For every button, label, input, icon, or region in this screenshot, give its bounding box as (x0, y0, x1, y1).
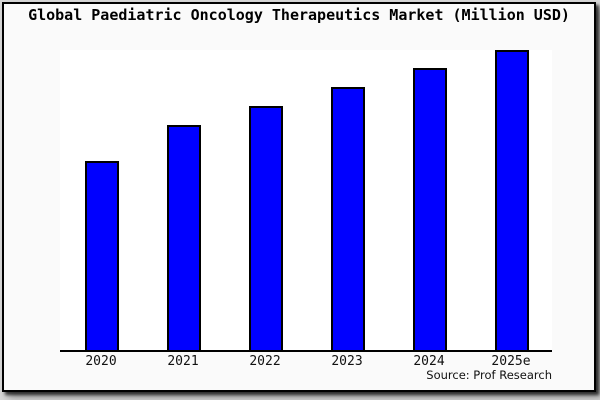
plot-area (60, 50, 552, 352)
x-tick-label-2025e: 2025e (491, 354, 531, 369)
bar-2021 (166, 125, 201, 350)
source-credit: Source: Prof Research (426, 368, 552, 382)
x-tick-label-2021: 2021 (167, 354, 199, 369)
x-tick-label-2022: 2022 (249, 354, 281, 369)
x-tick-label-2020: 2020 (85, 354, 117, 369)
x-axis-labels: 2020 2021 2022 2023 2024 2025e (60, 354, 552, 369)
chart-frame: Global Paediatric Oncology Therapeutics … (2, 2, 596, 392)
bar-2024 (412, 68, 447, 350)
x-tick-label-2023: 2023 (331, 354, 363, 369)
bar-2023 (330, 87, 365, 350)
chart-title: Global Paediatric Oncology Therapeutics … (28, 6, 570, 24)
bar-2022 (248, 106, 283, 350)
bar-2020 (84, 161, 119, 350)
x-tick-label-2024: 2024 (413, 354, 445, 369)
bar-2025e (494, 50, 529, 350)
